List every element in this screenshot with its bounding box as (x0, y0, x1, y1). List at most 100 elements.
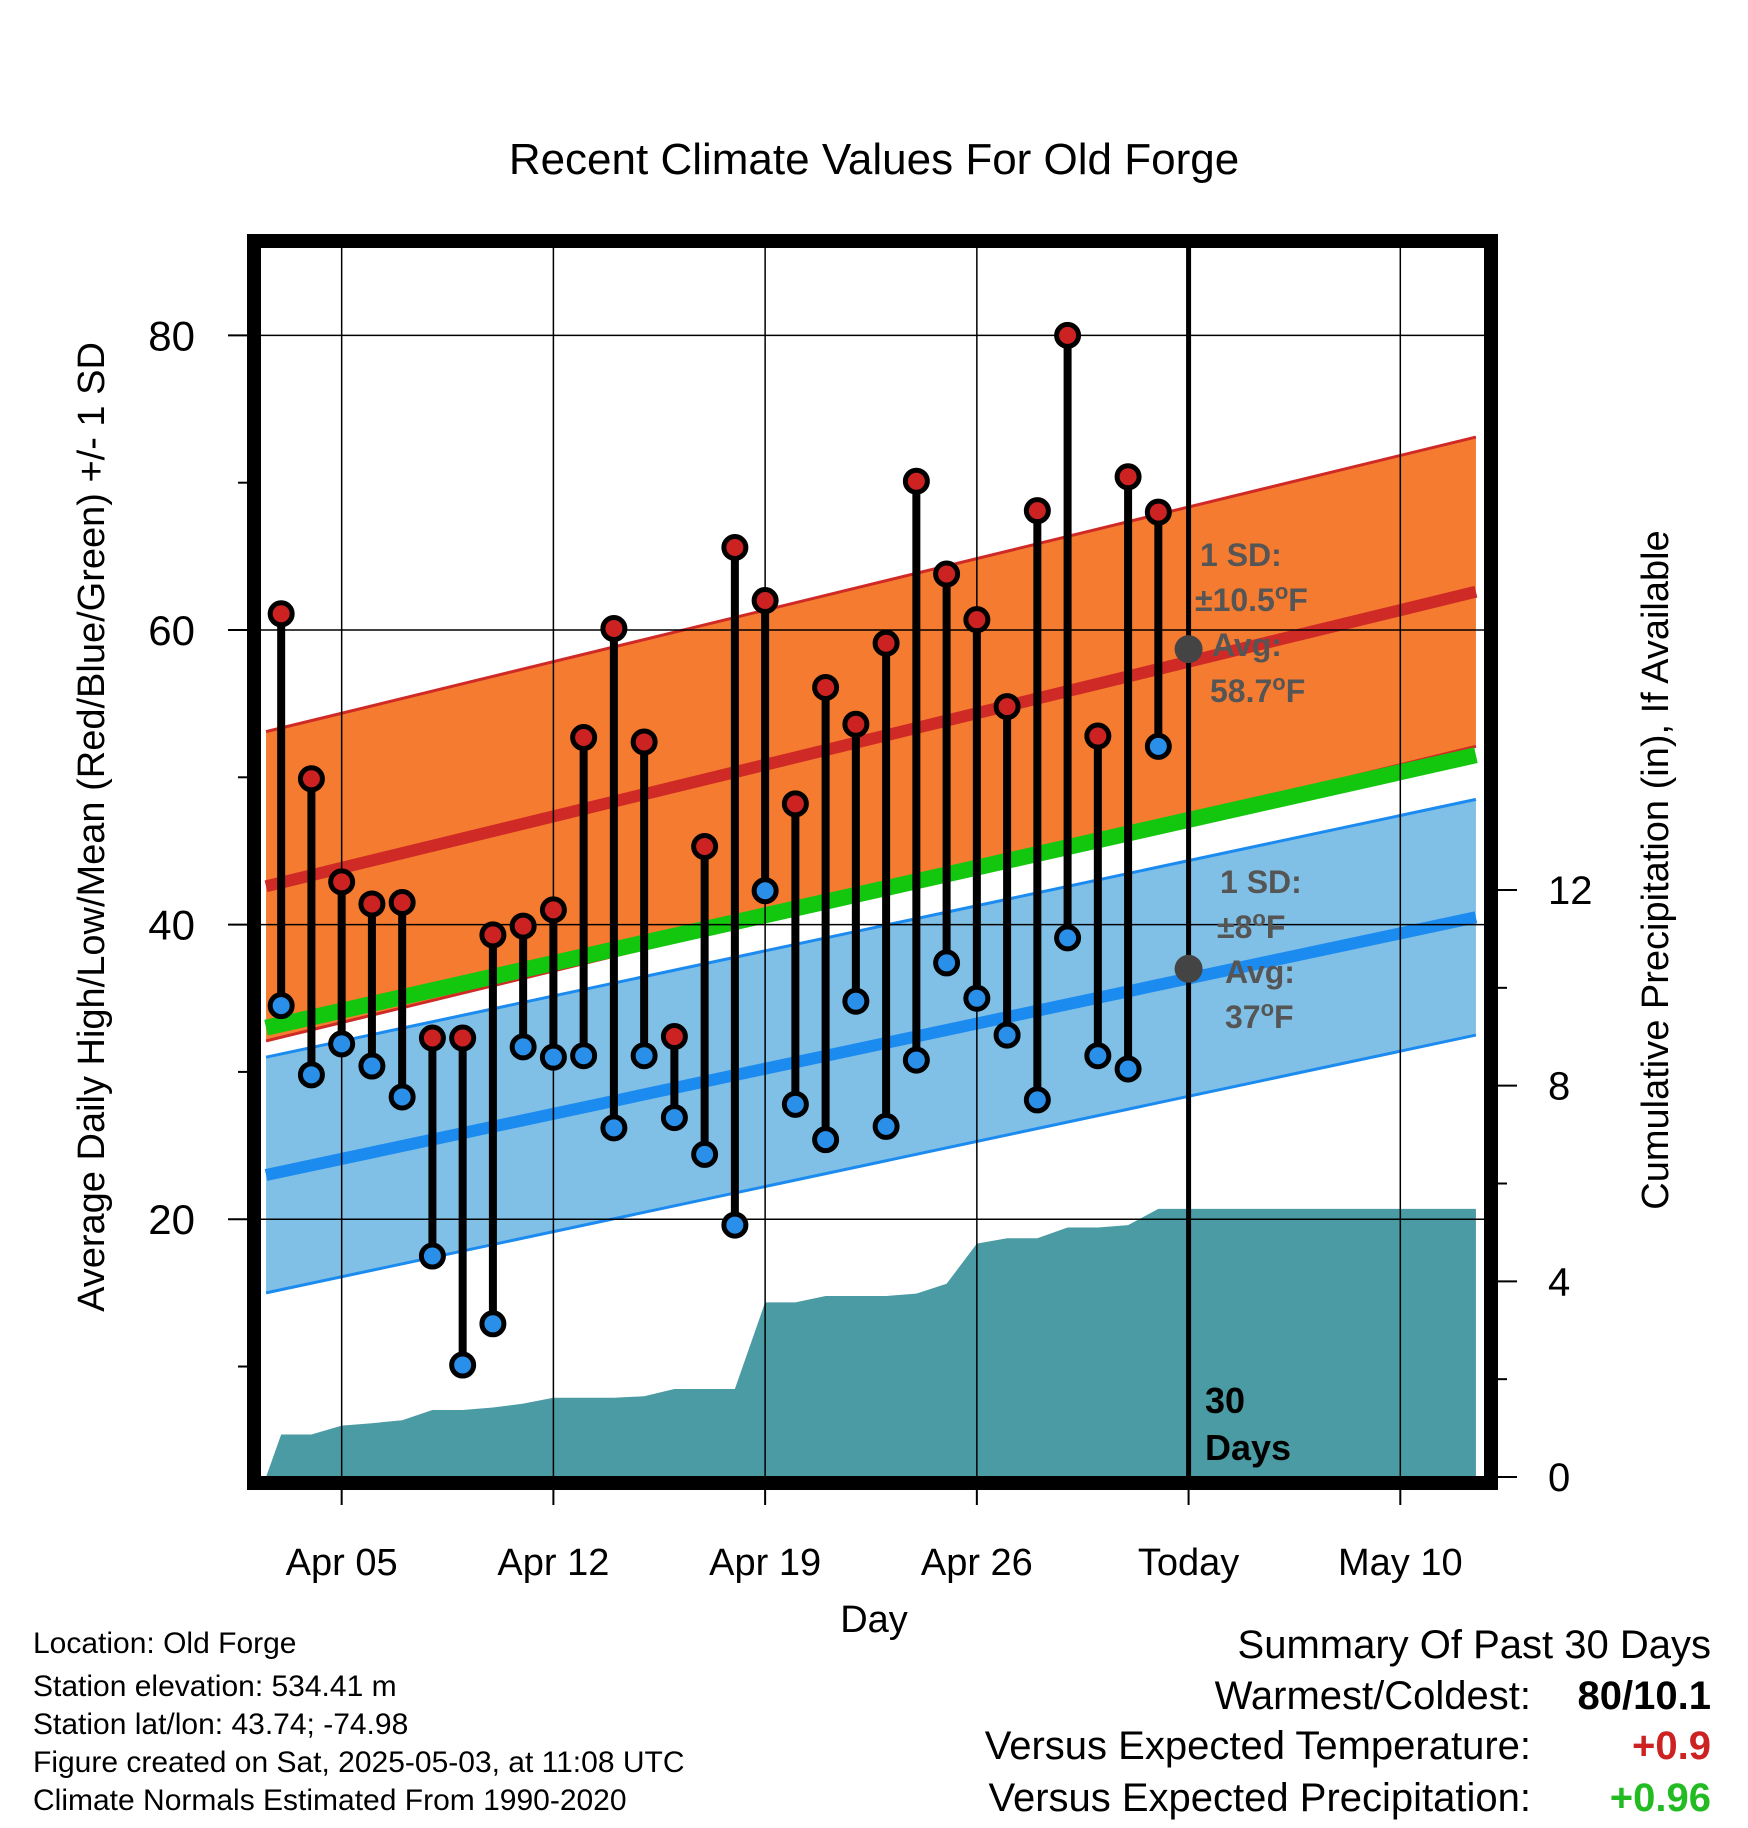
low-sd-lower-edge (265, 1033, 1477, 1295)
low-sd-label: 1 SD: (1220, 864, 1302, 900)
created-text: Figure created on Sat, 2025-05-03, at 11… (33, 1746, 685, 1779)
low-sd-value: ±8oF (1217, 906, 1285, 945)
location-text: Location: Old Forge (33, 1627, 297, 1660)
high-temp-point (691, 833, 719, 861)
high-temp-point (660, 1023, 688, 1051)
high-temp-point (570, 724, 598, 752)
low-temp-point (660, 1104, 688, 1132)
low-temp-point (812, 1126, 840, 1154)
high-temp-point (1023, 497, 1051, 525)
y2-tick-label: 8 (1548, 1065, 1570, 1109)
high-temp-point (539, 896, 567, 924)
low-temp-point (751, 877, 779, 905)
summary-heading: Summary Of Past 30 Days (1237, 1623, 1711, 1667)
high-sd-value: ±10.5oF (1195, 579, 1308, 618)
high-temp-point (509, 912, 537, 940)
high-temp-point (872, 629, 900, 657)
precip-value: +0.96 (1609, 1776, 1711, 1820)
low-temp-point (418, 1242, 446, 1270)
low-temp-point (388, 1083, 416, 1111)
high-avg-value: 58.7oF (1210, 670, 1305, 709)
high-temp-point (630, 728, 658, 756)
low-avg-value: 37oF (1225, 996, 1294, 1035)
high-temp-point (479, 921, 507, 949)
y2-tick-label: 12 (1548, 869, 1593, 913)
x-tick-label: Apr 12 (497, 1542, 609, 1584)
high-temp-point (1084, 722, 1112, 750)
high-temp-point (418, 1024, 446, 1052)
x-tick-label: Today (1138, 1542, 1239, 1584)
y2-tick-label: 0 (1548, 1456, 1570, 1500)
high-temp-point (267, 600, 295, 628)
high-temp-point (358, 890, 386, 918)
normal-high-line (264, 585, 1478, 893)
summary-temp-row: Versus Expected Temperature: +0.9 (985, 1724, 1711, 1769)
high-avg-point (1174, 635, 1203, 664)
low-temp-point (267, 992, 295, 1020)
plot-area: 1 SD: ±10.5oF Avg: 58.7oF 1 SD: ±8oF Avg: 37oF 3… (148, 234, 1593, 1584)
plot-frame (247, 234, 1498, 1490)
days-marker-word: Days (1205, 1427, 1291, 1468)
low-avg-point (1174, 954, 1203, 983)
precip-area (266, 1208, 1476, 1477)
low-temp-point (721, 1211, 749, 1239)
y2-axis-label: Cumulative Precipitation (in), If Availa… (1635, 530, 1677, 1209)
high-temp-point (902, 467, 930, 495)
high-temp-point (388, 889, 416, 917)
x-tick-label: Apr 05 (286, 1542, 398, 1584)
low-temp-point (993, 1021, 1021, 1049)
high-temp-point (963, 606, 991, 634)
y2-tick-label: 4 (1548, 1260, 1570, 1304)
low-temp-point (1023, 1086, 1051, 1114)
plot-inner (260, 247, 1485, 1477)
low-temp-point (600, 1114, 628, 1142)
low-sd-upper-edge (265, 797, 1477, 1059)
low-temp-point (479, 1310, 507, 1338)
high-temp-point (721, 534, 749, 562)
low-temp-point (509, 1033, 537, 1061)
low-avg-label: Avg: (1225, 954, 1295, 990)
high-avg-label: Avg: (1212, 627, 1282, 663)
high-temp-point (993, 693, 1021, 721)
high-sd-label: 1 SD: (1200, 537, 1282, 573)
high-temp-point (1054, 321, 1082, 349)
high-temp-point (842, 710, 870, 738)
summary-warmest-row: Warmest/Coldest: 80/10.1 (1215, 1674, 1711, 1719)
low-temp-point (902, 1046, 930, 1074)
chart-title: Recent Climate Values For Old Forge (509, 135, 1239, 184)
latlon-text: Station lat/lon: 43.74; -74.98 (33, 1708, 409, 1741)
high-temp-point (933, 560, 961, 588)
high-temp-point (1114, 463, 1142, 491)
y-axis-label: Average Daily High/Low/Mean (Red/Blue/Gr… (71, 342, 113, 1312)
x-axis-label: Day (840, 1599, 908, 1641)
x-tick-label: Apr 19 (709, 1542, 821, 1584)
low-temp-point (630, 1042, 658, 1070)
high-sd-upper-edge (265, 435, 1477, 734)
days-marker-number: 30 (1205, 1380, 1245, 1421)
low-temp-point (872, 1112, 900, 1140)
low-temp-point (1084, 1042, 1112, 1070)
temp-value: +0.9 (1632, 1724, 1711, 1768)
summary-precip-row: Versus Expected Precipitation: +0.96 (988, 1776, 1711, 1821)
low-temp-point (328, 1030, 356, 1058)
y-tick-label: 60 (148, 607, 195, 654)
warmest-value: 80/10.1 (1577, 1674, 1711, 1718)
low-temp-point (1114, 1055, 1142, 1083)
normals-text: Climate Normals Estimated From 1990-2020 (33, 1784, 627, 1817)
high-temp-point (328, 868, 356, 896)
low-temp-point (449, 1351, 477, 1379)
low-temp-point (691, 1140, 719, 1168)
y-tick-label: 80 (148, 312, 195, 359)
low-temp-point (933, 949, 961, 977)
temp-label: Versus Expected Temperature: (984, 1724, 1531, 1768)
high-temp-point (449, 1024, 477, 1052)
low-temp-point (358, 1052, 386, 1080)
high-temp-point (781, 790, 809, 818)
y-tick-label: 40 (148, 902, 195, 949)
normal-mean-line (264, 747, 1478, 1036)
low-temp-point (570, 1042, 598, 1070)
low-temp-point (1054, 924, 1082, 952)
elevation-text: Station elevation: 534.41 m (33, 1670, 397, 1703)
warmest-label: Warmest/Coldest: (1214, 1674, 1531, 1718)
